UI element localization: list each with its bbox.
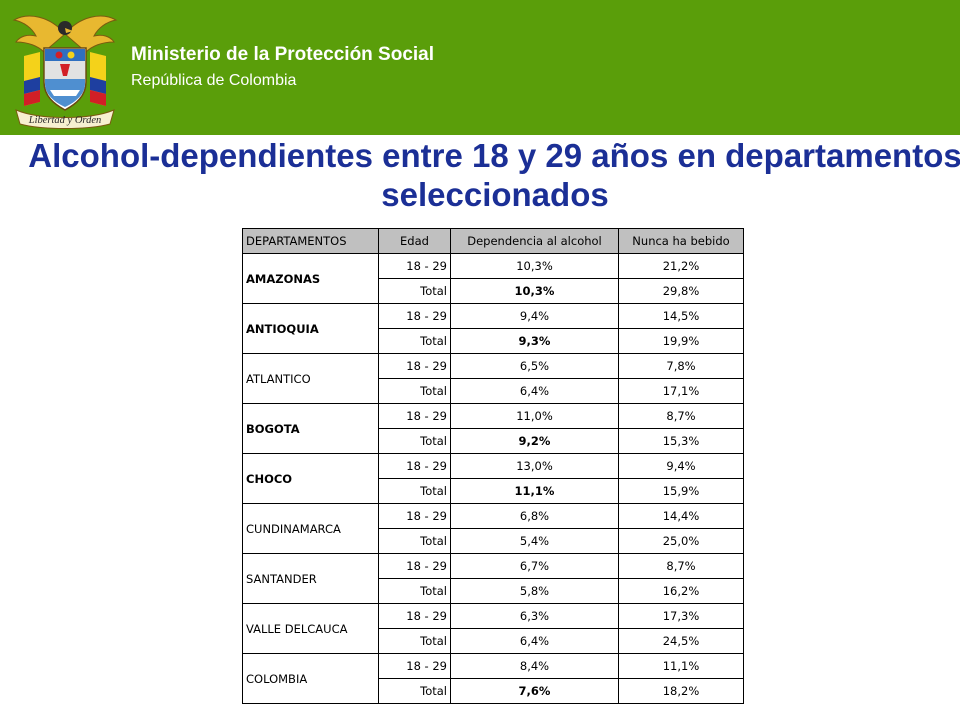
- table-row: SANTANDER 18 - 29 6,7% 8,7%: [242, 553, 744, 604]
- department-cell: CUNDINAMARCA: [242, 503, 379, 554]
- dependencia-cell: 13,0%: [450, 453, 619, 479]
- table-row: COLOMBIA 18 - 29 8,4% 11,1%: [242, 653, 744, 704]
- column-header-nunca: Nunca ha bebido: [618, 228, 744, 254]
- nunca-cell: 17,3%: [618, 603, 744, 629]
- nunca-cell: 11,1%: [618, 653, 744, 679]
- age-cell: Total: [378, 678, 451, 704]
- dependencia-cell: 5,8%: [450, 578, 619, 604]
- logo-motto: Libertad y Orden: [28, 115, 102, 126]
- dependencia-cell: 6,5%: [450, 353, 619, 379]
- age-cell: 18 - 29: [378, 503, 451, 529]
- table-row: ANTIOQUIA 18 - 29 9,4% 14,5%: [242, 303, 744, 354]
- coat-of-arms-logo: Libertad y Orden: [12, 15, 118, 129]
- age-cell: 18 - 29: [378, 253, 451, 279]
- table-row: CHOCO 18 - 29 13,0% 9,4%: [242, 453, 744, 504]
- department-cell: AMAZONAS: [242, 253, 379, 304]
- age-cell: Total: [378, 378, 451, 404]
- dependencia-cell: 6,4%: [450, 628, 619, 654]
- nunca-cell: 15,3%: [618, 428, 744, 454]
- nunca-cell: 8,7%: [618, 553, 744, 579]
- table-row: VALLE DELCAUCA 18 - 29 6,3% 17,3%: [242, 603, 744, 654]
- age-cell: 18 - 29: [378, 453, 451, 479]
- department-cell: SANTANDER: [242, 553, 379, 604]
- nunca-cell: 18,2%: [618, 678, 744, 704]
- ministry-name: Ministerio de la Protección Social: [131, 44, 435, 65]
- nunca-cell: 17,1%: [618, 378, 744, 404]
- dependencia-cell: 5,4%: [450, 528, 619, 554]
- slide-title: Alcohol-dependientes entre 18 y 29 años …: [28, 137, 960, 213]
- nunca-cell: 25,0%: [618, 528, 744, 554]
- dependencia-cell: 10,3%: [450, 253, 619, 279]
- dependencia-cell: 6,4%: [450, 378, 619, 404]
- dependencia-cell: 8,4%: [450, 653, 619, 679]
- department-cell: VALLE DELCAUCA: [242, 603, 379, 654]
- dependencia-cell: 11,1%: [450, 478, 619, 504]
- table-row: Total 6,4% 17,1%: [243, 378, 744, 404]
- table-row: CUNDINAMARCA 18 - 29 6,8% 14,4%: [242, 503, 744, 554]
- nunca-cell: 9,4%: [618, 453, 744, 479]
- nunca-cell: 7,8%: [618, 353, 744, 379]
- dependencia-cell: 9,4%: [450, 303, 619, 329]
- table-body: AMAZONAS 18 - 29 10,3% 21,2% Total 10,3% 29,8%…: [242, 253, 744, 704]
- department-cell: COLOMBIA: [242, 653, 379, 704]
- table-row: Total 9,3% 19,9%: [243, 328, 744, 354]
- column-header-edad: Edad: [378, 228, 451, 254]
- column-header-dependencia: Dependencia al alcohol: [450, 228, 619, 254]
- dependencia-cell: 6,8%: [450, 503, 619, 529]
- nunca-cell: 8,7%: [618, 403, 744, 429]
- nunca-cell: 29,8%: [618, 278, 744, 304]
- header-banner: Libertad y Orden Ministerio de la Protec…: [0, 0, 960, 135]
- dependencia-cell: 6,7%: [450, 553, 619, 579]
- dependencia-cell: 7,6%: [450, 678, 619, 704]
- age-cell: Total: [378, 328, 451, 354]
- age-cell: 18 - 29: [378, 353, 451, 379]
- table-header-row: DEPARTAMENTOS Edad Dependencia al alcoho…: [242, 228, 744, 254]
- data-table: DEPARTAMENTOS Edad Dependencia al alcoho…: [242, 228, 744, 704]
- age-cell: Total: [378, 478, 451, 504]
- column-header-departamentos: DEPARTAMENTOS: [242, 228, 379, 254]
- department-cell: CHOCO: [242, 453, 379, 504]
- age-cell: Total: [378, 278, 451, 304]
- table-row: ATLANTICO 18 - 29 6,5% 7,8%: [242, 353, 744, 404]
- nunca-cell: 19,9%: [618, 328, 744, 354]
- age-cell: Total: [378, 528, 451, 554]
- table-row: Total 5,4% 25,0%: [243, 528, 744, 554]
- age-cell: Total: [378, 578, 451, 604]
- age-cell: 18 - 29: [378, 653, 451, 679]
- nunca-cell: 14,5%: [618, 303, 744, 329]
- age-cell: 18 - 29: [378, 403, 451, 429]
- dependencia-cell: 10,3%: [450, 278, 619, 304]
- department-cell: ATLANTICO: [242, 353, 379, 404]
- dependencia-cell: 6,3%: [450, 603, 619, 629]
- age-cell: 18 - 29: [378, 303, 451, 329]
- table-row: BOGOTA 18 - 29 11,0% 8,7%: [242, 403, 744, 454]
- age-cell: Total: [378, 428, 451, 454]
- nunca-cell: 15,9%: [618, 478, 744, 504]
- table-row: Total 7,6% 18,2%: [243, 678, 744, 704]
- age-cell: 18 - 29: [378, 603, 451, 629]
- nunca-cell: 24,5%: [618, 628, 744, 654]
- department-cell: ANTIOQUIA: [242, 303, 379, 354]
- dependencia-cell: 11,0%: [450, 403, 619, 429]
- age-cell: 18 - 29: [378, 553, 451, 579]
- department-cell: BOGOTA: [242, 403, 379, 454]
- table-row: Total 11,1% 15,9%: [243, 478, 744, 504]
- nunca-cell: 16,2%: [618, 578, 744, 604]
- table-row: Total 5,8% 16,2%: [243, 578, 744, 604]
- dependencia-cell: 9,2%: [450, 428, 619, 454]
- dependencia-cell: 9,3%: [450, 328, 619, 354]
- table-row: AMAZONAS 18 - 29 10,3% 21,2%: [242, 253, 744, 304]
- nunca-cell: 14,4%: [618, 503, 744, 529]
- republic-name: República de Colombia: [131, 72, 297, 89]
- age-cell: Total: [378, 628, 451, 654]
- nunca-cell: 21,2%: [618, 253, 744, 279]
